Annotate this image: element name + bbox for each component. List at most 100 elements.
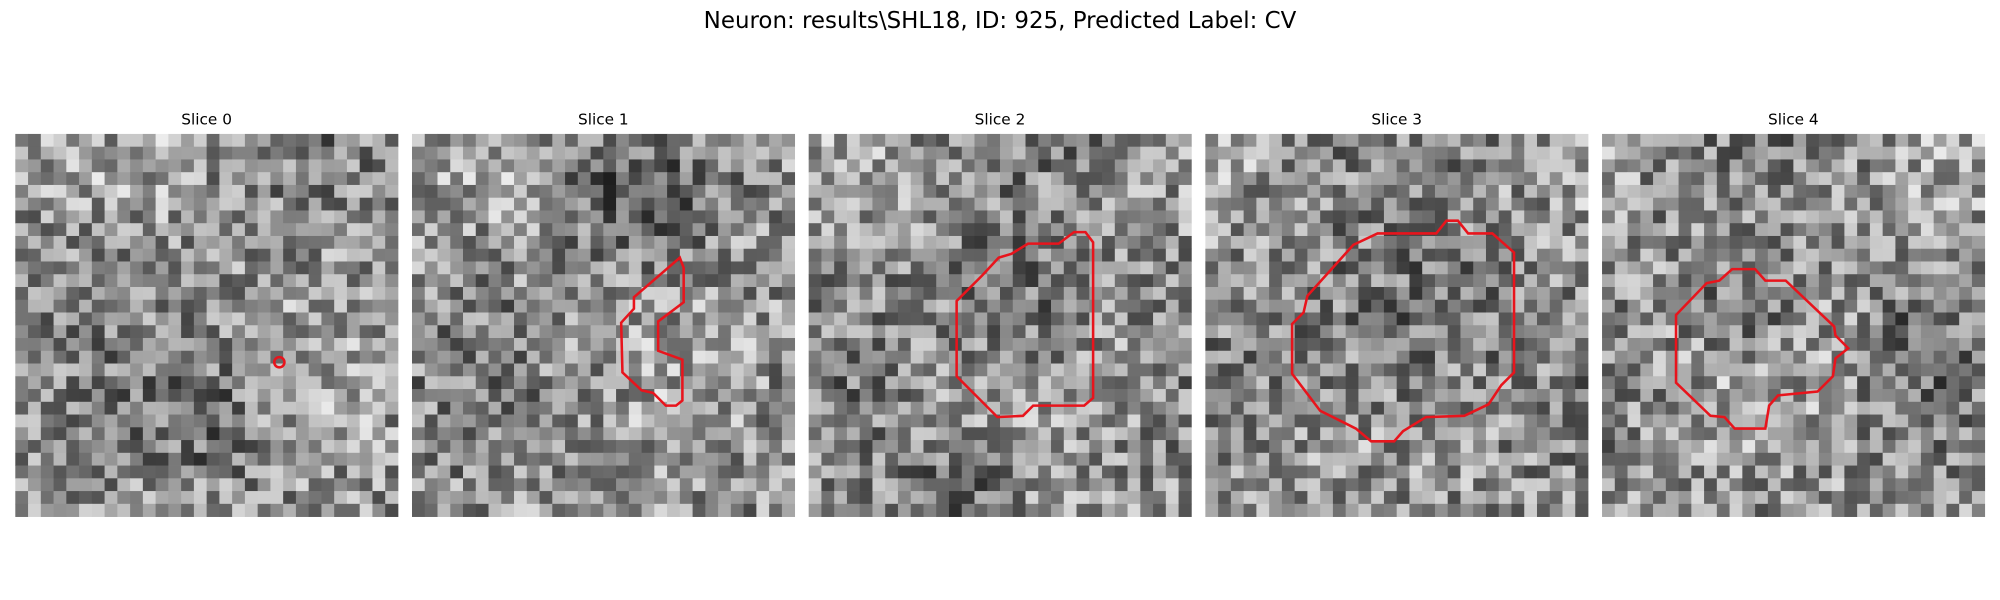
pixel bbox=[1575, 338, 1589, 352]
pixel bbox=[1025, 503, 1039, 517]
pixel bbox=[756, 184, 770, 199]
pixel bbox=[1908, 376, 1922, 390]
pixel bbox=[1294, 414, 1308, 428]
pixel bbox=[514, 274, 528, 288]
pixel bbox=[1038, 312, 1052, 326]
pixel bbox=[1857, 312, 1871, 326]
pixel bbox=[1012, 133, 1026, 148]
pixel bbox=[206, 274, 220, 288]
pixel bbox=[1281, 414, 1296, 428]
pixel bbox=[1895, 159, 1909, 173]
pixel bbox=[257, 452, 271, 466]
pixel bbox=[603, 389, 617, 403]
pixel bbox=[1269, 210, 1283, 224]
pixel bbox=[616, 133, 630, 148]
pixel bbox=[168, 389, 182, 403]
pixel bbox=[743, 427, 757, 441]
pixel bbox=[705, 172, 719, 186]
pixel bbox=[1178, 338, 1192, 352]
pixel bbox=[936, 440, 950, 454]
pixel bbox=[437, 172, 451, 186]
pixel bbox=[385, 465, 399, 479]
pixel bbox=[1767, 478, 1781, 492]
pixel bbox=[781, 389, 796, 403]
pixel bbox=[1332, 223, 1347, 237]
pixel bbox=[1153, 363, 1167, 377]
pixel bbox=[219, 274, 233, 288]
pixel bbox=[1729, 401, 1743, 415]
pixel bbox=[1524, 363, 1538, 377]
pixel bbox=[53, 389, 67, 403]
pixel bbox=[808, 184, 822, 199]
pixel bbox=[577, 299, 591, 313]
pixel bbox=[1153, 197, 1167, 211]
pixel bbox=[244, 312, 259, 326]
pixel bbox=[1562, 389, 1576, 403]
pixel bbox=[1498, 274, 1512, 288]
pixel bbox=[1678, 133, 1692, 148]
pixel bbox=[488, 159, 502, 173]
pixel bbox=[1665, 133, 1679, 148]
pixel bbox=[1358, 159, 1372, 173]
pixel bbox=[1704, 389, 1718, 403]
pixel bbox=[590, 286, 604, 301]
pixel bbox=[130, 452, 144, 466]
pixel bbox=[718, 133, 732, 148]
pixel bbox=[1294, 491, 1308, 505]
pixel bbox=[730, 197, 745, 211]
pixel bbox=[1895, 274, 1909, 288]
pixel bbox=[1908, 197, 1922, 211]
pixel bbox=[168, 172, 182, 186]
pixel bbox=[1485, 210, 1500, 224]
pixel bbox=[270, 159, 284, 173]
pixel bbox=[1012, 299, 1026, 313]
pixel bbox=[79, 235, 93, 250]
pixel bbox=[270, 261, 284, 275]
pixel bbox=[1000, 376, 1014, 390]
pixel bbox=[1640, 286, 1654, 301]
pixel bbox=[821, 248, 835, 262]
pixel bbox=[1716, 452, 1730, 466]
pixel bbox=[1102, 184, 1116, 199]
pixel bbox=[859, 223, 873, 237]
pixel bbox=[334, 363, 348, 377]
pixel bbox=[1485, 503, 1500, 517]
pixel bbox=[834, 210, 848, 224]
pixel bbox=[1691, 274, 1705, 288]
pixel bbox=[475, 274, 489, 288]
pixel bbox=[834, 350, 848, 364]
pixel bbox=[923, 184, 937, 199]
pixel bbox=[155, 389, 169, 403]
pixel bbox=[181, 325, 195, 339]
pixel bbox=[718, 146, 732, 160]
pixel bbox=[1218, 338, 1232, 352]
pixel bbox=[1665, 440, 1679, 454]
pixel bbox=[885, 401, 899, 415]
pixel bbox=[526, 401, 540, 415]
pixel bbox=[79, 223, 93, 237]
pixel bbox=[411, 223, 426, 237]
pixel bbox=[565, 401, 579, 415]
pixel bbox=[616, 172, 630, 186]
pixel bbox=[28, 159, 42, 173]
pixel bbox=[244, 350, 259, 364]
pixel bbox=[1447, 452, 1461, 466]
pixel bbox=[1089, 503, 1103, 517]
pixel bbox=[1920, 172, 1935, 186]
pixel bbox=[526, 312, 540, 326]
pixel bbox=[15, 248, 29, 262]
pixel bbox=[1332, 338, 1347, 352]
pixel bbox=[1716, 184, 1730, 199]
pixel bbox=[539, 325, 553, 339]
pixel bbox=[1857, 172, 1871, 186]
pixel bbox=[1281, 274, 1296, 288]
pixel bbox=[1575, 503, 1589, 517]
pixel bbox=[897, 414, 912, 428]
pixel bbox=[1165, 389, 1179, 403]
pixel bbox=[730, 325, 745, 339]
pixel bbox=[1602, 312, 1616, 326]
pixel bbox=[654, 146, 668, 160]
pixel bbox=[1127, 248, 1141, 262]
pixel bbox=[270, 503, 284, 517]
pixel bbox=[1294, 401, 1308, 415]
